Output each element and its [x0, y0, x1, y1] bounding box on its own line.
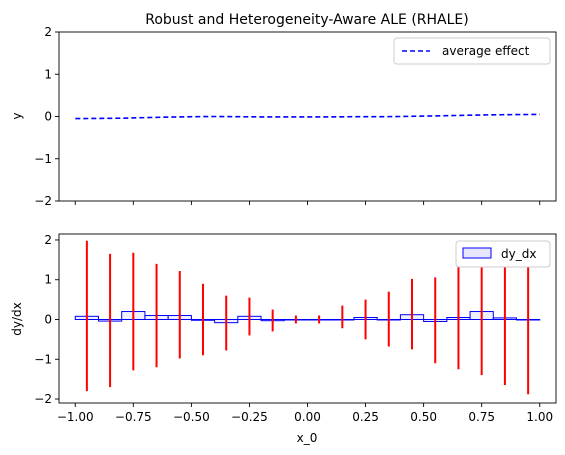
y-tick-label: −1: [34, 352, 52, 366]
top-panel: Robust and Heterogeneity-Aware ALE (RHAL…: [10, 12, 557, 208]
x-tick-label: 0.50: [410, 410, 437, 424]
bottom-panel: −2 −1 0 1 2 −1.00 −0.75 −0.50 −0.25 0.00 0.25 0.50 0…: [10, 233, 557, 445]
top-legend-label: average effect: [442, 44, 530, 58]
x-tick-label: 0.00: [294, 410, 321, 424]
bottom-legend: dy_dx: [455, 240, 551, 268]
y-tick-label: 0: [44, 312, 52, 326]
y-tick-label: 0: [44, 110, 52, 124]
x-tick-label: 1.00: [526, 410, 553, 424]
x-tick-label: −0.25: [231, 410, 268, 424]
y-tick-label: 1: [44, 273, 52, 287]
bottom-y-axis-label: dy/dx: [10, 302, 24, 335]
bottom-panel-frame: [58, 233, 557, 404]
bottom-plot-area: −2 −1 0 1 2 −1.00 −0.75 −0.50 −0.25 0.00 0.25 0.50 0…: [34, 233, 553, 424]
y-tick-label: −2: [34, 392, 52, 406]
bottom-legend-bar-swatch-icon: [462, 247, 492, 259]
top-legend: average effect: [393, 37, 551, 65]
y-tick-label: −1: [34, 152, 52, 166]
top-y-axis-label: y: [10, 112, 24, 119]
bottom-legend-label: dy_dx: [501, 247, 536, 261]
y-tick-label: −2: [34, 194, 52, 208]
top-panel-frame: [58, 31, 557, 202]
x-tick-label: 0.75: [468, 410, 495, 424]
bottom-x-axis-label: x_0: [297, 431, 318, 445]
average-effect-line: [75, 113, 540, 120]
x-tick-label: 0.25: [352, 410, 379, 424]
y-tick-label: 2: [44, 25, 52, 39]
x-tick-label: −1.00: [57, 410, 94, 424]
y-tick-label: 1: [44, 67, 52, 81]
top-panel-title: Robust and Heterogeneity-Aware ALE (RHAL…: [145, 12, 468, 28]
top-legend-box: [393, 37, 551, 65]
x-tick-label: −0.75: [115, 410, 152, 424]
x-tick-label: −0.50: [173, 410, 210, 424]
y-tick-label: 2: [44, 233, 52, 247]
top-plot-area: −2 −1 0 1 2: [34, 25, 541, 208]
